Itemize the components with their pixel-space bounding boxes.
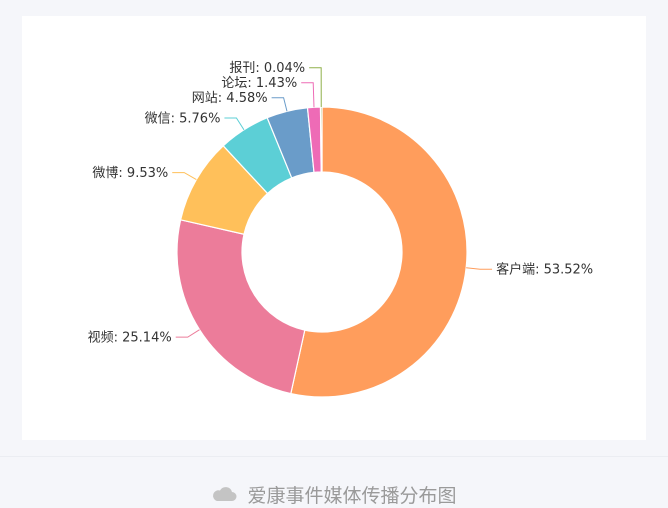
leader-line-网站 [271, 97, 288, 112]
leader-line-微信 [224, 117, 245, 131]
divider [0, 456, 668, 457]
leader-line-论坛 [301, 82, 315, 108]
slice-label-网站: 网站: 4.58% [192, 91, 268, 106]
slice-客户端 [290, 106, 468, 398]
donut-labels: 客户端: 53.52% 视频: 25.14% 微博: 9.53% 微信: 5.76% 网… [88, 61, 594, 345]
leader-line-客户端 [466, 267, 493, 270]
leader-line-报刊 [309, 67, 322, 108]
slice-label-视频: 视频: 25.14% [88, 331, 172, 346]
slice-label-微博: 微博: 9.53% [92, 166, 168, 181]
slice-label-报刊: 报刊: 0.04% [229, 61, 305, 76]
slice-报刊 [319, 106, 323, 173]
slice-label-微信: 微信: 5.76% [145, 111, 221, 126]
slice-label-论坛: 论坛: 1.43% [221, 76, 297, 91]
leader-line-微博 [172, 172, 197, 181]
donut-chart: 客户端: 53.52% 视频: 25.14% 微博: 9.53% 微信: 5.76% 网… [88, 61, 594, 398]
slice-label-客户端: 客户端: 53.52% [496, 262, 593, 278]
caption-text: 爱康事件媒体传播分布图 [247, 484, 457, 507]
figure-caption: 爱康事件媒体传播分布图 [0, 480, 668, 508]
slice-视频 [176, 219, 306, 395]
leader-line-视频 [175, 329, 200, 338]
chart-card: 客户端: 53.52% 视频: 25.14% 微博: 9.53% 微信: 5.76% 网… [22, 16, 646, 440]
cloud-icon [213, 487, 237, 501]
donut-slices [176, 106, 468, 398]
